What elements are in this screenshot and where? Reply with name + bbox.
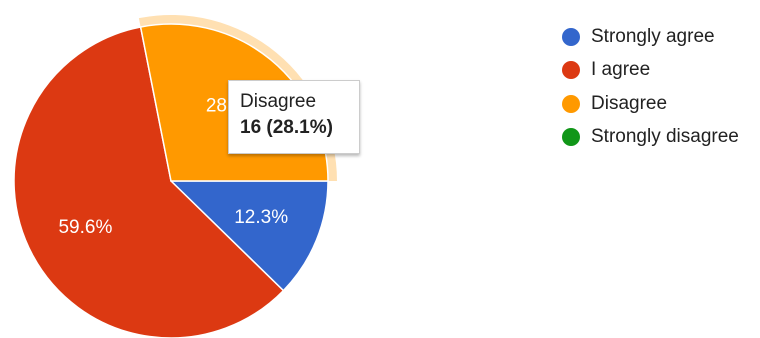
legend-item-i-agree[interactable]: I agree (562, 54, 739, 88)
legend-label: Strongly disagree (591, 126, 739, 148)
legend-swatch-icon (562, 61, 580, 80)
pie-slice-label-i-agree: 59.6% (58, 217, 112, 238)
tooltip-value: 16 (28.1%) (240, 117, 333, 138)
legend-item-strongly-agree[interactable]: Strongly agree (562, 20, 739, 54)
chart-legend: Strongly agree I agree Disagree Strongly di… (562, 20, 739, 154)
legend-swatch-icon (562, 27, 580, 46)
pie-chart-canvas: 12.3%59.6%28.1% (13, 15, 337, 338)
pie-slices (13, 15, 337, 338)
pie-slice-i-agree[interactable] (13, 26, 285, 338)
chart-tooltip: Disagree 16 (28.1%) (228, 80, 360, 154)
pie-slice-strongly-agree[interactable] (169, 180, 329, 292)
legend-label: Disagree (591, 92, 668, 114)
legend-swatch-icon (562, 128, 580, 147)
legend-item-strongly-disagree[interactable]: Strongly disagree (562, 121, 739, 155)
pie-slice-label-strongly-agree: 12.3% (234, 207, 288, 228)
legend-label: I agree (591, 59, 651, 81)
tooltip-series-name: Disagree (240, 91, 317, 112)
legend-item-disagree[interactable]: Disagree (562, 87, 739, 121)
legend-label: Strongly agree (591, 25, 715, 47)
legend-swatch-icon (562, 94, 580, 113)
